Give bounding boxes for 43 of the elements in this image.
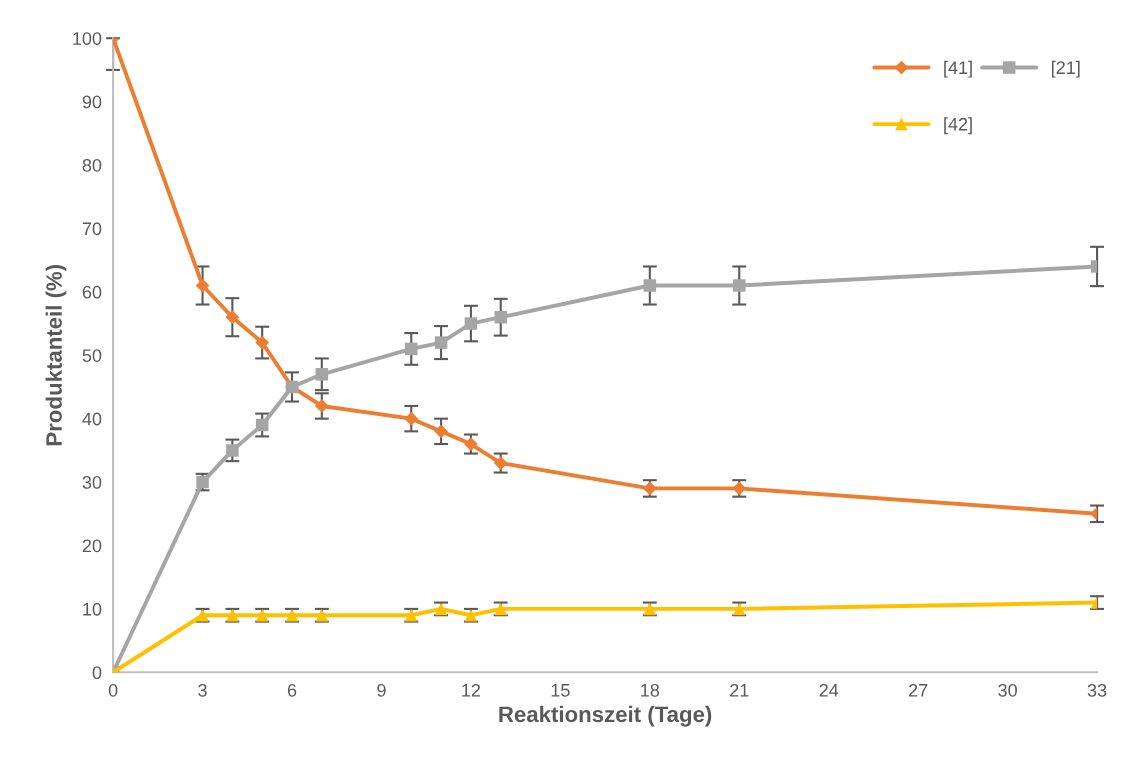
point xyxy=(493,456,508,470)
y-tick-label: 70 xyxy=(82,222,102,236)
x-tick-label: 9 xyxy=(377,683,386,697)
x-tick-label: 33 xyxy=(1087,683,1107,697)
point xyxy=(225,310,240,325)
y-tick-label: 10 xyxy=(83,602,102,616)
x-tick-label: 30 xyxy=(998,683,1017,697)
point xyxy=(255,335,270,350)
y-tick-label: 100 xyxy=(73,32,102,45)
y-tick-label: 0 xyxy=(92,666,102,680)
x-tick-label: 0 xyxy=(108,683,118,697)
point xyxy=(434,336,448,349)
point xyxy=(494,310,507,324)
x-tick-label: 3 xyxy=(198,683,207,697)
point xyxy=(405,342,418,356)
legend-label: [42] xyxy=(944,117,972,135)
point xyxy=(733,279,746,292)
x-tick-label: 24 xyxy=(819,683,839,697)
legend-label: [21] xyxy=(1051,60,1080,78)
x-tick-label: 6 xyxy=(287,683,297,697)
point xyxy=(226,444,239,457)
y-tick-label: 30 xyxy=(82,476,102,489)
point xyxy=(643,279,657,292)
y-axis-title: Produktanteil (%) xyxy=(45,265,67,446)
point xyxy=(434,424,448,439)
point xyxy=(314,399,329,413)
y-tick-label: 90 xyxy=(82,95,102,109)
point xyxy=(464,317,478,330)
x-tick-label: 12 xyxy=(462,683,481,697)
x-tick-label: 21 xyxy=(730,683,749,697)
y-tick-label: 40 xyxy=(82,412,102,426)
x-tick-label: 18 xyxy=(641,683,660,697)
point xyxy=(315,368,329,381)
y-tick-label: 80 xyxy=(82,158,102,172)
x-tick-label: 27 xyxy=(909,683,928,697)
y-tick-label: 50 xyxy=(82,349,102,362)
point xyxy=(255,418,269,432)
point xyxy=(404,411,419,426)
x-tick-label: 15 xyxy=(551,684,570,697)
y-tick-label: 20 xyxy=(82,539,102,553)
x-axis-title: Reaktionszeit (Tage) xyxy=(499,705,712,727)
legend-label: [41] xyxy=(944,60,972,78)
y-tick-label: 60 xyxy=(82,285,102,299)
